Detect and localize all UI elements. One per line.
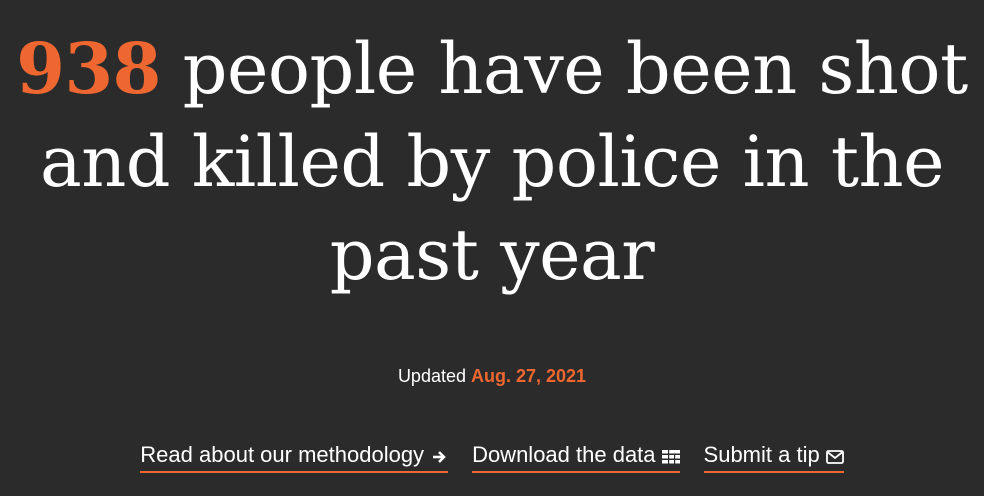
links-bar: Read about our methodology Download the … — [0, 442, 984, 473]
arrow-right-icon — [430, 448, 448, 466]
envelope-icon — [825, 448, 844, 466]
updated-date: Aug. 27, 2021 — [471, 366, 587, 386]
headline-text: people have been shot and killed by poli… — [39, 28, 968, 296]
headline: 938 people have been shot and killed by … — [0, 22, 984, 302]
methodology-link[interactable]: Read about our methodology — [140, 442, 449, 473]
download-data-link[interactable]: Download the data — [472, 442, 680, 473]
updated-line: Updated Aug. 27, 2021 — [0, 366, 984, 387]
updated-label: Updated — [397, 366, 471, 386]
submit-tip-link[interactable]: Submit a tip — [703, 442, 844, 473]
submit-tip-link-label: Submit a tip — [703, 442, 820, 467]
download-data-link-label: Download the data — [472, 442, 656, 467]
data-table-icon — [661, 448, 680, 466]
headline-count: 938 — [16, 27, 161, 110]
methodology-link-label: Read about our methodology — [140, 442, 425, 467]
